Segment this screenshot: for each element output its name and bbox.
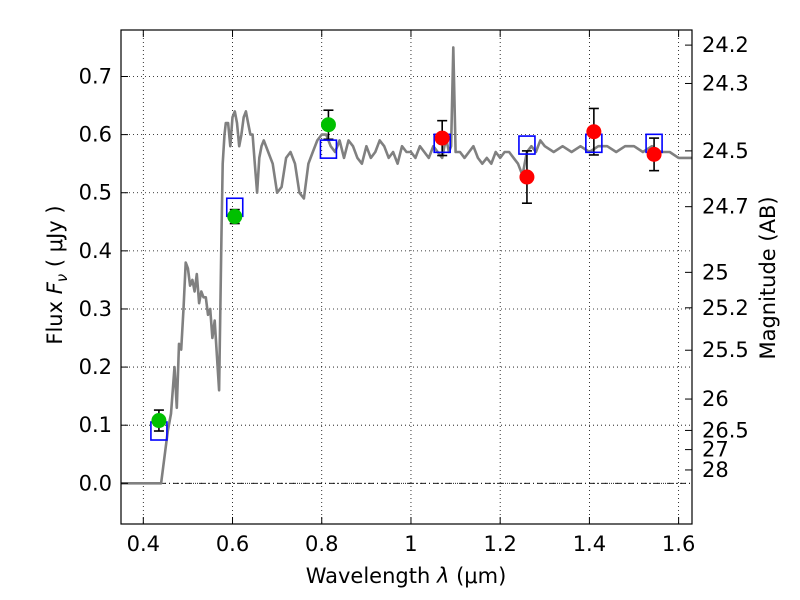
data-points [150, 117, 663, 441]
y-tick-label: 0.3 [79, 297, 112, 321]
y-tick-label: 0.2 [79, 355, 112, 379]
observed-point-red [646, 146, 662, 162]
observed-point-green [320, 117, 336, 133]
y-tick-label: 0.1 [79, 413, 112, 437]
y-tick-label: 0.4 [79, 239, 112, 263]
y2-tick-label: 27 [702, 438, 729, 462]
y2-axis-label: Magnitude (AB) [756, 196, 780, 359]
observed-point-red [434, 130, 450, 146]
observed-point-green [227, 209, 243, 225]
observed-point-red [586, 124, 602, 140]
y2-tick-label: 24.3 [702, 71, 749, 95]
y2-tick-label: 25.2 [702, 296, 749, 320]
y2-tick-label: 25 [702, 260, 729, 284]
y-tick-label: 0.6 [79, 123, 112, 147]
grid-lines [121, 30, 692, 524]
plot-frame [120, 29, 693, 525]
x-tick-label: 1.4 [573, 532, 606, 556]
y2-tick-label: 24.2 [702, 33, 749, 57]
y-tick-label: 0.5 [79, 181, 112, 205]
model-photometry-square [319, 139, 338, 159]
spectrum-line [121, 46, 692, 485]
axis-ticks: 0.4 0.6 0.8 1 1.2 1.4 1.6 0.0 0.1 0.2 0.3 0.4 0.5 0.6… [79, 30, 749, 556]
y-tick-label: 0.0 [79, 471, 112, 495]
y-axis-label: Flux Fν ( μJy ) [43, 205, 71, 344]
x-tick-label: 0.8 [305, 532, 338, 556]
y2-tick-label: 26.5 [702, 418, 749, 442]
error-bars [153, 107, 660, 432]
x-tick-label: 1 [404, 532, 417, 556]
x-tick-label: 0.4 [127, 532, 160, 556]
observed-point-red [519, 169, 535, 185]
x-tick-label: 1.2 [483, 532, 516, 556]
x-tick-label: 0.6 [216, 532, 249, 556]
x-axis-label: Wavelength λ (μm) [306, 564, 507, 588]
y2-tick-label: 28 [702, 458, 729, 482]
model-spectrum [121, 46, 692, 485]
y-tick-label: 0.7 [79, 64, 112, 88]
model-photometry-square [518, 135, 536, 155]
observed-point-green [151, 413, 167, 429]
y2-tick-label: 24.5 [702, 139, 749, 163]
y2-tick-label: 24.7 [702, 195, 749, 219]
x-tick-label: 1.6 [662, 532, 695, 556]
y2-tick-label: 26 [702, 387, 729, 411]
y2-tick-label: 25.5 [702, 338, 749, 362]
